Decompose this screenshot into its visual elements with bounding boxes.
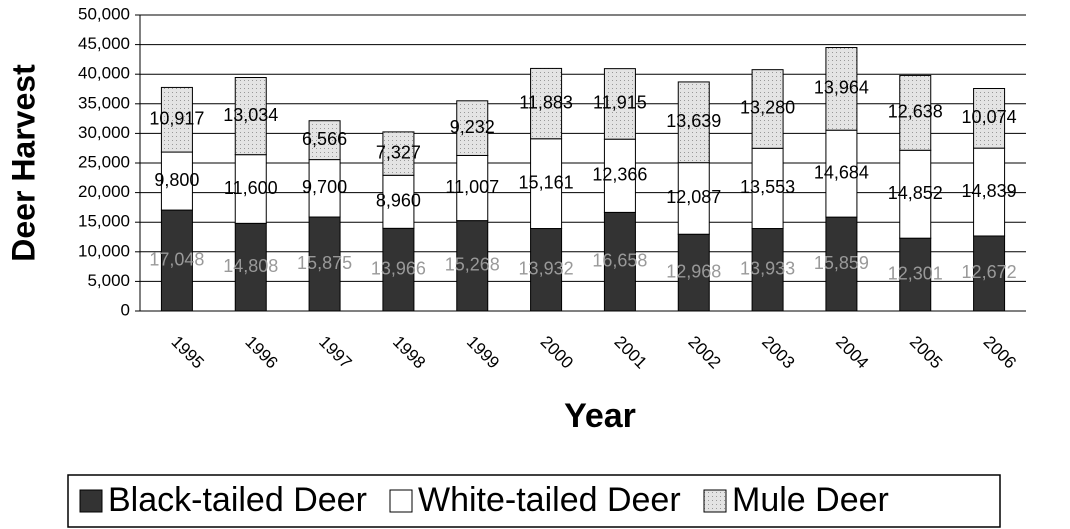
bar-segment — [530, 228, 563, 312]
y-axis-title: Deer Harvest — [5, 64, 41, 262]
value-label: 12,638 — [888, 102, 943, 122]
value-label: 15,161 — [519, 172, 574, 192]
legend-label: Black-tailed Deer — [108, 481, 367, 519]
y-tick-label: 40,000 — [78, 64, 130, 83]
bar-segment — [160, 209, 193, 312]
value-label: 12,366 — [592, 165, 647, 185]
bar-segment — [899, 74, 932, 151]
value-label: 17,048 — [149, 249, 204, 269]
bar-segment — [751, 69, 784, 149]
value-label: 15,875 — [297, 253, 352, 273]
bar-segment — [751, 228, 784, 312]
legend-label: White-tailed Deer — [418, 481, 681, 519]
x-tick-label: 2003 — [758, 332, 798, 372]
value-label: 6,566 — [302, 129, 347, 149]
value-label: 13,553 — [740, 177, 795, 197]
y-tick-label: 45,000 — [78, 34, 130, 53]
x-tick-label: 2004 — [832, 332, 872, 372]
bar-segment — [382, 131, 415, 176]
bar-segment — [530, 67, 563, 140]
y-tick-label: 5,000 — [87, 271, 130, 290]
value-label: 12,087 — [666, 187, 721, 207]
y-tick-label: 25,000 — [78, 152, 130, 171]
bar-segment — [160, 151, 193, 211]
x-tick-label: 1996 — [241, 332, 281, 372]
value-label: 12,301 — [888, 263, 943, 283]
bar-segment — [973, 147, 1006, 237]
bar-segment — [751, 147, 784, 230]
y-tick-label: 15,000 — [78, 212, 130, 231]
y-tick-label: 10,000 — [78, 241, 130, 260]
bar-segment — [677, 81, 710, 164]
value-label: 11,915 — [593, 93, 647, 113]
value-label: 13,280 — [740, 98, 795, 118]
value-label: 8,960 — [376, 191, 421, 211]
value-label: 14,839 — [962, 181, 1017, 201]
bar-segment — [308, 120, 341, 161]
bar-segment — [825, 47, 858, 131]
value-label: 11,883 — [519, 92, 573, 112]
x-tick-label: 1998 — [389, 332, 429, 372]
value-label: 14,852 — [888, 183, 943, 203]
value-label: 13,933 — [740, 259, 795, 279]
legend-label: Mule Deer — [732, 481, 889, 519]
x-tick-label: 2000 — [537, 332, 577, 372]
x-tick-label: 2002 — [684, 332, 724, 372]
value-label: 15,859 — [814, 253, 869, 273]
value-label: 9,800 — [154, 170, 199, 190]
y-tick-label: 20,000 — [78, 182, 130, 201]
value-label: 9,700 — [302, 177, 347, 197]
bar-segment — [308, 159, 341, 218]
x-tick-label: 1999 — [463, 332, 503, 372]
value-label: 13,966 — [371, 258, 426, 278]
value-label: 12,672 — [962, 262, 1017, 282]
x-tick-label: 1995 — [168, 332, 208, 372]
value-label: 16,658 — [592, 250, 647, 270]
bar-segment — [973, 87, 1006, 149]
value-label: 13,964 — [814, 78, 869, 98]
y-tick-label: 30,000 — [78, 123, 130, 142]
legend-swatch — [703, 489, 727, 513]
bar-segment — [456, 100, 489, 156]
legend-swatch — [79, 489, 103, 513]
x-tick-label: 2001 — [611, 332, 651, 372]
value-label: 13,034 — [223, 105, 278, 125]
x-tick-label: 2006 — [980, 332, 1020, 372]
x-tick-label: 1997 — [315, 332, 355, 372]
value-label: 11,600 — [224, 178, 278, 198]
value-label: 14,808 — [223, 256, 278, 276]
x-tick-label: 2005 — [906, 332, 946, 372]
value-label: 15,268 — [445, 255, 500, 275]
value-label: 14,684 — [814, 162, 869, 182]
value-label: 13,639 — [666, 111, 721, 131]
bar-segment — [234, 154, 267, 224]
bar-segment — [160, 86, 193, 153]
bar-segment — [677, 162, 710, 235]
value-label: 11,007 — [445, 177, 499, 197]
value-label: 13,932 — [519, 259, 574, 279]
y-tick-label: 35,000 — [78, 93, 130, 112]
value-label: 12,968 — [666, 261, 721, 281]
y-tick-label: 0 — [121, 300, 130, 319]
y-tick-label: 50,000 — [78, 4, 130, 23]
value-label: 9,232 — [450, 117, 495, 137]
value-label: 10,917 — [149, 108, 204, 128]
legend-box — [67, 474, 1001, 528]
value-label: 10,074 — [962, 107, 1017, 127]
value-label: 7,327 — [376, 142, 421, 162]
bar-segment — [899, 149, 932, 239]
x-axis-title: Year — [564, 397, 636, 435]
bar-segment — [603, 68, 636, 140]
bar-segment — [234, 77, 267, 156]
legend-swatch — [389, 489, 413, 513]
